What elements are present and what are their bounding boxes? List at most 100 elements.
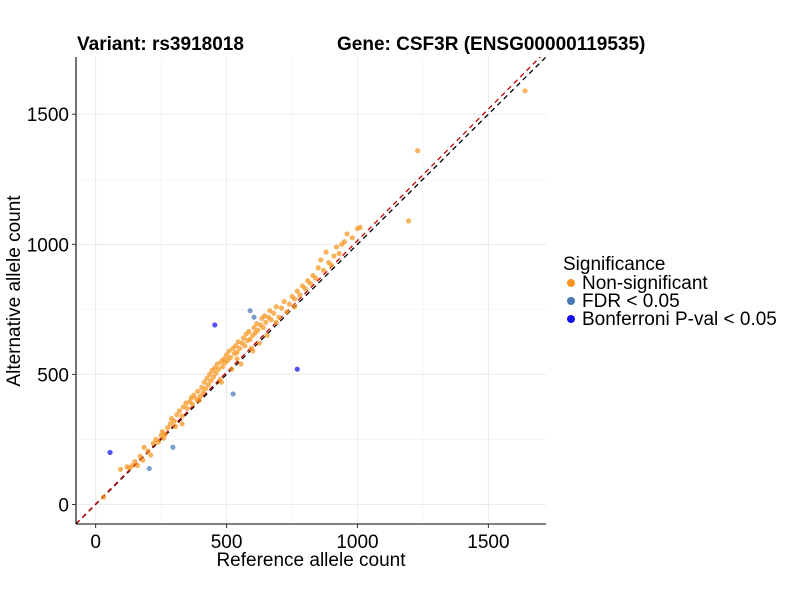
point-non-significant [254,321,260,327]
point-non-significant [137,453,143,459]
point-non-significant [134,462,141,469]
point-non-significant [199,384,205,391]
point-non-significant [204,375,210,381]
point-non-significant [246,328,252,335]
y-axis-ticks: 0 500 1000 1500 [27,105,76,516]
point-fdr-0-05 [247,308,253,314]
point-non-significant [292,304,298,310]
point-non-significant [205,382,211,388]
point-non-significant [255,327,261,333]
legend-swatch [567,315,575,323]
point-non-significant [415,148,421,154]
point-non-significant [273,304,279,310]
legend-label: Bonferroni P-val < 0.05 [582,309,777,330]
point-non-significant [323,249,329,255]
point-non-significant [183,400,189,406]
point-bonferroni-p-val-0-05 [107,449,113,456]
point-non-significant [201,379,207,385]
point-non-significant [148,452,154,458]
point-non-significant [264,332,270,338]
legend-label: FDR < 0.05 [582,291,680,312]
point-non-significant [180,404,186,410]
point-non-significant [336,250,342,257]
point-non-significant [331,253,337,259]
point-fdr-0-05 [170,444,176,450]
point-non-significant [229,366,235,372]
y-tick-label: 0 [58,495,69,516]
point-non-significant [278,305,285,311]
point-non-significant [117,466,124,472]
point-non-significant [191,392,197,398]
x-axis-label: Reference allele count [216,550,406,571]
point-non-significant [307,280,313,286]
point-non-significant [320,267,327,273]
point-non-significant [171,418,177,424]
point-non-significant [292,296,298,302]
x-axis-ticks: 0 500 1000 1500 [90,524,510,553]
point-non-significant [281,298,287,305]
point-non-significant [234,349,240,355]
point-non-significant [247,336,253,342]
point-non-significant [223,352,230,358]
point-non-significant [240,335,247,341]
point-non-significant [318,257,324,263]
point-non-significant [522,88,528,94]
point-non-significant [218,379,224,385]
point-non-significant [315,265,321,271]
point-non-significant [250,348,256,354]
point-non-significant [174,412,180,418]
point-non-significant [210,374,217,380]
point-non-significant [235,339,241,345]
y-tick-label: 1500 [27,105,69,126]
point-non-significant [349,235,355,241]
point-non-significant [341,239,347,245]
point-non-significant [357,224,363,231]
point-non-significant [145,448,151,454]
point-non-significant [286,301,292,307]
point-non-significant [208,378,214,384]
legend-swatch [567,279,575,287]
point-non-significant [179,413,185,419]
point-non-significant [189,401,196,407]
point-non-significant [302,285,308,292]
point-fdr-0-05 [230,391,236,397]
data-points [100,88,528,500]
point-non-significant [179,421,185,427]
point-fdr-0-05 [251,314,257,320]
point-non-significant [328,262,334,268]
point-non-significant [150,440,156,446]
point-non-significant [344,231,350,237]
point-non-significant [100,494,107,500]
point-non-significant [165,425,171,431]
point-non-significant [184,405,190,411]
point-non-significant [267,308,273,314]
point-non-significant [294,288,300,294]
y-tick-label: 500 [37,365,69,386]
point-non-significant [268,317,274,323]
point-non-significant [141,444,147,450]
point-non-significant [284,309,290,315]
point-non-significant [162,431,168,437]
point-non-significant [276,314,282,320]
point-non-significant [251,324,257,331]
point-non-significant [132,458,138,465]
legend-title: Significance [563,254,665,275]
y-axis-label: Alternative allele count [4,195,25,387]
point-non-significant [405,218,412,224]
x-tick-label: 500 [211,532,243,553]
point-non-significant [271,310,277,316]
point-non-significant [216,366,222,372]
point-non-significant [256,340,262,346]
point-non-significant [242,343,248,349]
point-non-significant [260,324,266,331]
legend-swatch [567,297,575,305]
point-non-significant [212,365,218,371]
point-non-significant [129,462,135,469]
point-non-significant [234,356,240,362]
point-bonferroni-p-val-0-05 [212,322,218,328]
point-non-significant [263,319,269,325]
point-non-significant [221,356,227,362]
grid-lines [76,57,546,524]
point-non-significant [261,313,268,319]
